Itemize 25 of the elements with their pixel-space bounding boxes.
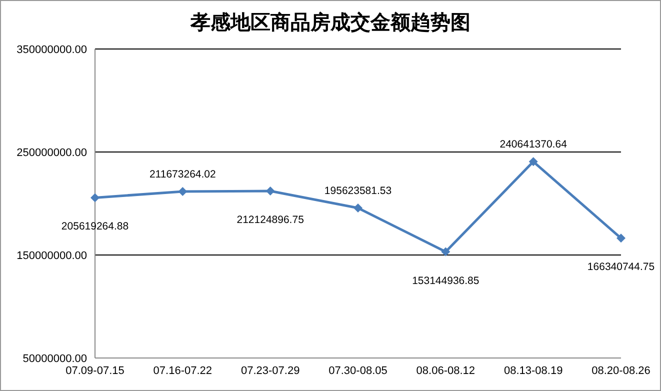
x-tick-label: 08.06-08.12 — [416, 364, 476, 377]
data-label: 153144936.85 — [412, 274, 480, 287]
chart-title: 孝感地区商品房成交金额趋势图 — [189, 10, 472, 36]
x-tick-label: 07.23-07.29 — [240, 364, 300, 377]
x-tick-label: 07.09-07.15 — [66, 364, 124, 377]
point — [266, 186, 275, 196]
y-tick-label: 50000000.00 — [22, 352, 87, 365]
data-label: 195623581.53 — [324, 185, 392, 198]
y-tick-label: 350000000.00 — [16, 44, 87, 56]
x-tick-label: 08.20-08.26 — [592, 364, 650, 377]
y-tick-label: 150000000.00 — [16, 250, 87, 262]
data-label: 166340744.75 — [587, 261, 655, 274]
data-label: 211673264.02 — [149, 168, 216, 180]
x-tick-label: 08.13-08.19 — [504, 364, 563, 377]
point — [528, 157, 538, 166]
x-tick-label: 07.16-07.22 — [153, 364, 212, 377]
data-label: 212124896.75 — [236, 214, 304, 226]
data-label: 205619264.88 — [61, 220, 129, 233]
point — [354, 204, 362, 213]
data-label: 240641370.64 — [500, 138, 568, 151]
y-tick-label: 250000000.00 — [16, 146, 87, 159]
point — [616, 234, 626, 243]
point — [441, 247, 450, 256]
x-tick-label: 07.30-08.05 — [328, 364, 388, 377]
point — [90, 193, 100, 202]
